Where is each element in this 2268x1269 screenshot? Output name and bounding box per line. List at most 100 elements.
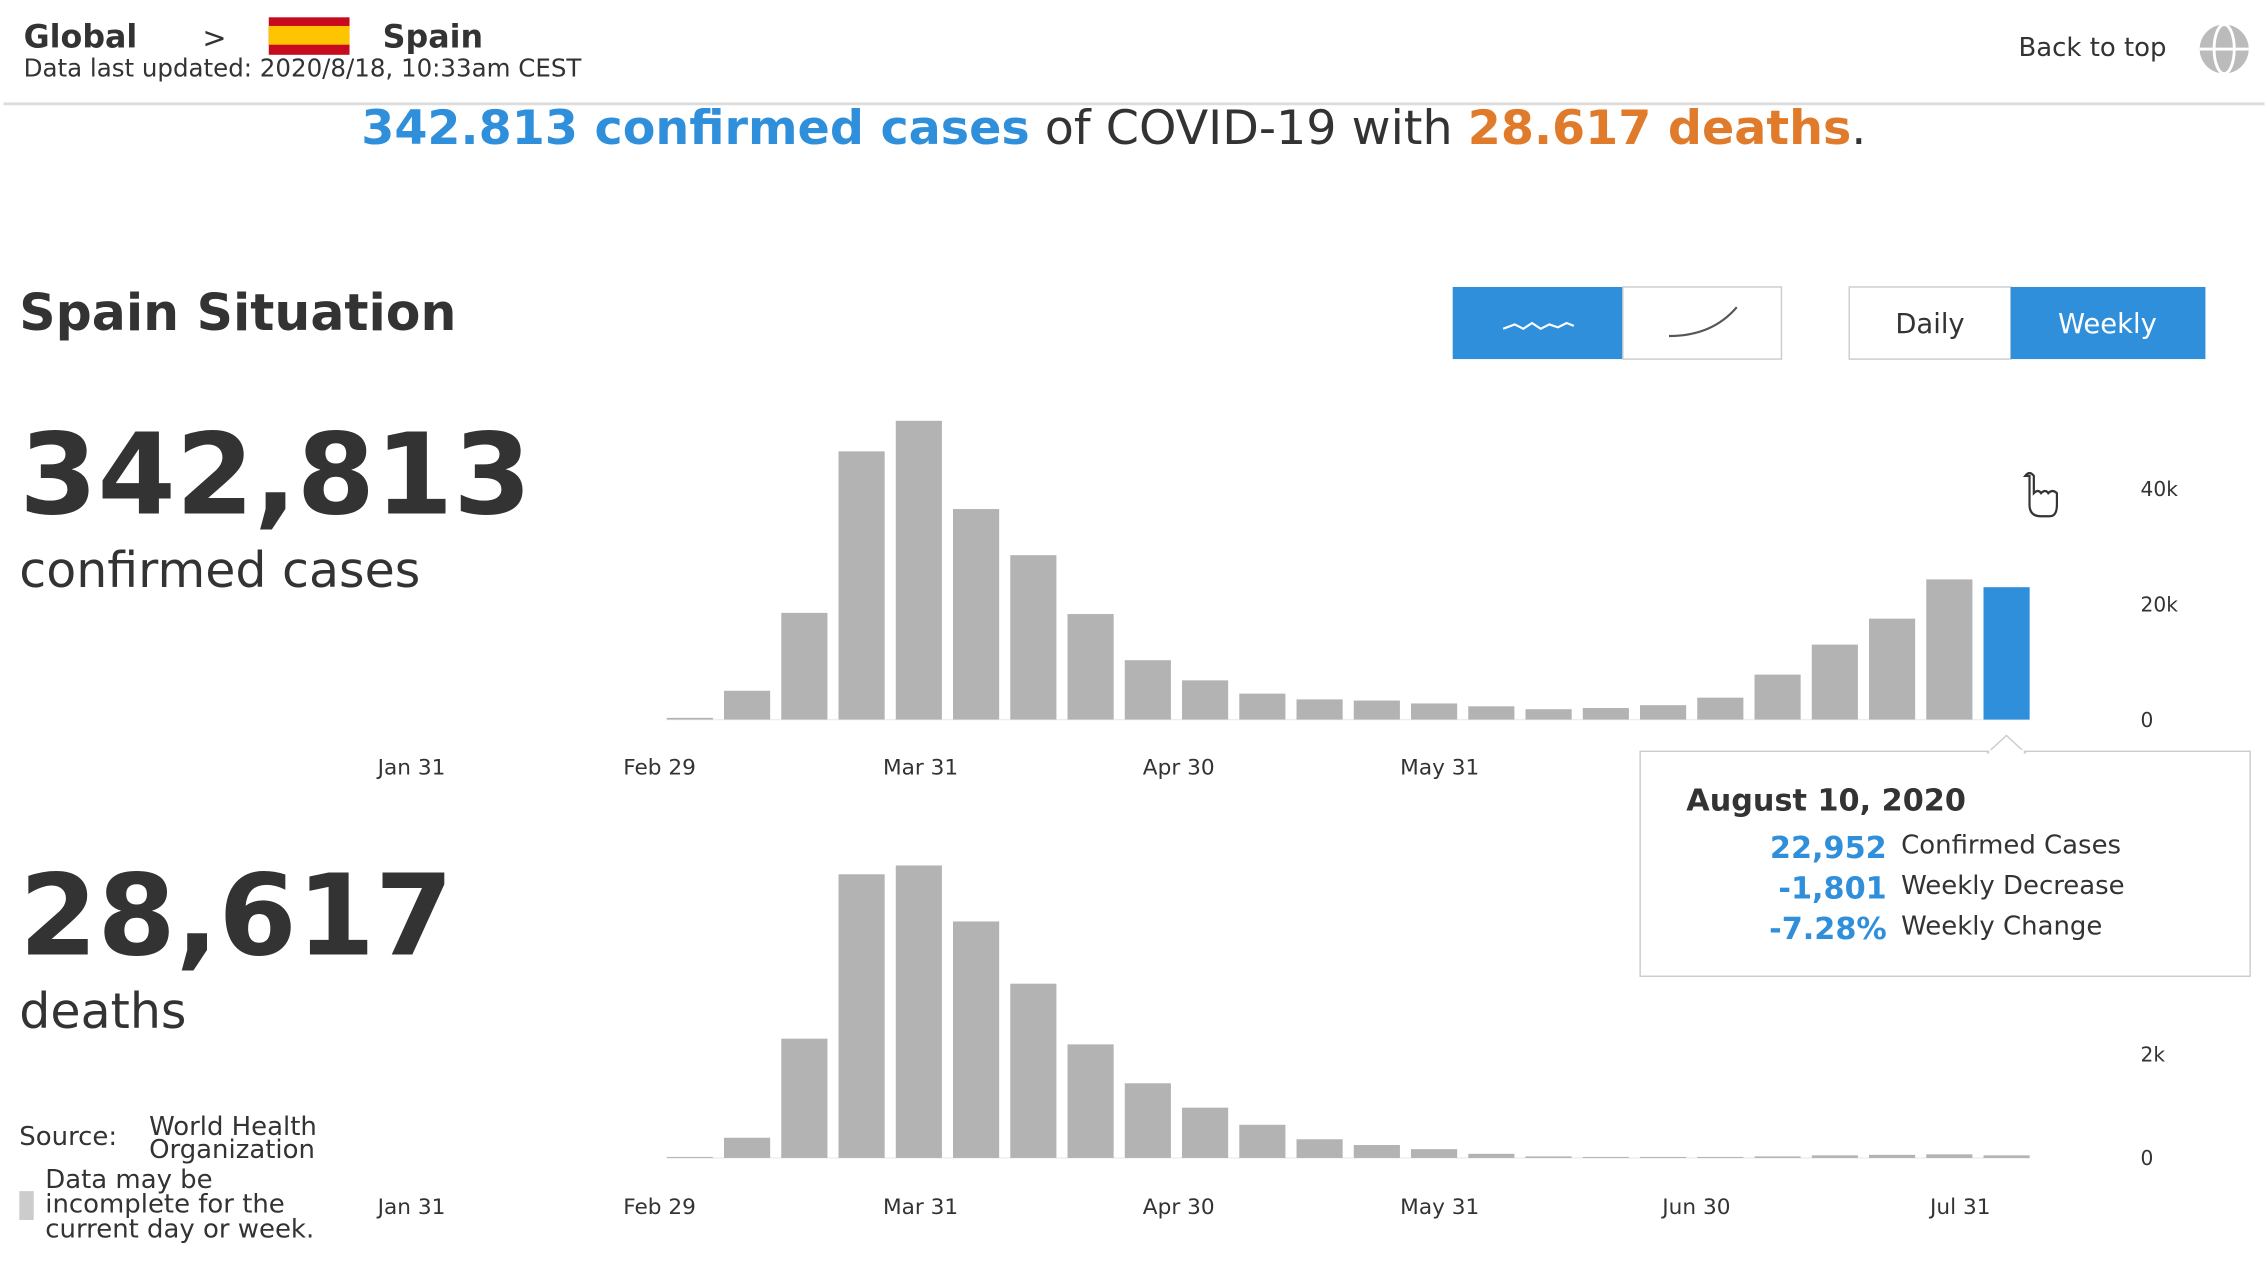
weekly-label[interactable]: Weekly <box>2058 309 2157 340</box>
x-tick-label: Jun 30 <box>1660 1195 1730 1220</box>
bar <box>666 1156 713 1158</box>
bar <box>1411 1149 1458 1158</box>
cases-total: 342,813 <box>19 409 531 540</box>
bar <box>1811 1155 1858 1158</box>
tooltip-label: Weekly Decrease <box>1901 871 2124 901</box>
bar <box>838 874 885 1158</box>
x-tick-label: May 31 <box>1400 755 1479 780</box>
tooltip-label: Confirmed Cases <box>1901 831 2121 861</box>
bar <box>1239 1124 1286 1158</box>
bar <box>1182 680 1229 720</box>
x-tick-label: Jul 31 <box>1928 1195 1990 1220</box>
bar <box>724 1137 771 1158</box>
y-tick-label: 0 <box>2141 708 2154 732</box>
charts: 0 20k 40k Jan 31 Feb 29 Mar 31 Apr 30 May 31 0 2k… <box>376 420 2179 1220</box>
tooltip-value: 22,952 <box>1770 831 1887 866</box>
bar <box>895 420 942 720</box>
bar <box>1697 1156 1744 1158</box>
bar <box>1296 1139 1343 1158</box>
updated: Data last updated: 2020/8/18, 10:33am CE… <box>24 53 583 82</box>
bar <box>1010 983 1057 1158</box>
note-line: current day or week. <box>45 1214 314 1244</box>
bar <box>1353 1144 1400 1158</box>
bar <box>1640 705 1687 720</box>
source-label: Source: <box>19 1122 117 1152</box>
tooltip-label: Weekly Change <box>1901 911 2102 941</box>
bar <box>1754 1156 1801 1158</box>
bar <box>838 451 885 720</box>
globe-icon[interactable] <box>2199 23 2249 75</box>
summary-deaths: 28.617 deaths <box>1468 101 1852 156</box>
breadcrumb-sep: > <box>202 21 226 55</box>
x-tick-label: Feb 29 <box>623 1195 696 1220</box>
bar <box>1124 1083 1171 1158</box>
y-tick-label: 20k <box>2141 592 2179 616</box>
x-tick-label: Feb 29 <box>623 755 696 780</box>
daily-label[interactable]: Daily <box>1895 309 1964 340</box>
bar <box>1124 660 1171 720</box>
bar <box>1926 579 1973 720</box>
flag <box>268 17 350 55</box>
bar <box>1353 700 1400 720</box>
source-line: Organization <box>149 1135 315 1165</box>
bar <box>895 865 942 1158</box>
note-line: incomplete for the <box>45 1190 285 1220</box>
bar <box>666 717 713 720</box>
cases-label: confirmed cases <box>19 541 420 599</box>
y-tick-label: 0 <box>2141 1146 2154 1170</box>
note-line: Data may be <box>45 1165 212 1195</box>
bar <box>1983 1155 2030 1158</box>
bar <box>1926 1154 1973 1158</box>
tooltip-value: -7.28% <box>1769 912 1887 947</box>
bar <box>1869 1154 1916 1158</box>
x-tick-label: Apr 30 <box>1143 755 1215 780</box>
bar <box>1697 697 1744 720</box>
x-tick-label: Mar 31 <box>883 1195 958 1220</box>
bar <box>1239 693 1286 720</box>
bar <box>1296 699 1343 720</box>
bar <box>1067 614 1114 720</box>
summary-cases: 342.813 confirmed cases <box>361 101 1029 156</box>
bar <box>1582 708 1629 720</box>
note-swatch <box>19 1191 34 1220</box>
tooltip: August 10, 2020 22,952 Confirmed Cases -1,8… <box>1639 734 2251 977</box>
x-tick-label: Mar 31 <box>883 755 958 780</box>
bar <box>724 690 771 720</box>
weekly-button[interactable] <box>2010 286 2206 360</box>
tooltip-title: August 10, 2020 <box>1686 783 1966 818</box>
bar <box>1525 1156 1572 1158</box>
x-tick-label: May 31 <box>1400 1195 1479 1220</box>
bar <box>1468 1153 1515 1158</box>
bar <box>781 1038 828 1158</box>
y-tick-label: 2k <box>2141 1042 2166 1066</box>
bar <box>1067 1044 1114 1158</box>
bar <box>1811 644 1858 720</box>
bar <box>1182 1107 1229 1158</box>
bar <box>1525 709 1572 720</box>
daily-button[interactable] <box>1848 286 2012 360</box>
bar <box>1983 587 2030 720</box>
x-tick-label: Apr 30 <box>1143 1195 1215 1220</box>
bar <box>1754 674 1801 720</box>
bar <box>1640 1156 1687 1158</box>
bar <box>1411 703 1458 720</box>
bar <box>1869 618 1916 720</box>
bar <box>781 612 828 720</box>
back-to-top[interactable]: Back to top <box>2018 33 2166 63</box>
deaths-label: deaths <box>19 982 186 1040</box>
x-tick-label: Jan 31 <box>376 755 446 780</box>
tooltip-value: -1,801 <box>1778 871 1886 906</box>
bar <box>1010 555 1057 720</box>
bar <box>1468 706 1515 720</box>
bar <box>953 509 1000 720</box>
chart-type-toggle[interactable] <box>1452 286 1783 360</box>
summary: 342.813 confirmed cases of COVID-19 with… <box>361 101 1866 156</box>
section-title: Spain Situation <box>19 283 456 342</box>
summary-end: . <box>1851 101 1866 156</box>
y-tick-label: 40k <box>2141 477 2179 501</box>
breadcrumb-root[interactable]: Global <box>24 20 138 56</box>
